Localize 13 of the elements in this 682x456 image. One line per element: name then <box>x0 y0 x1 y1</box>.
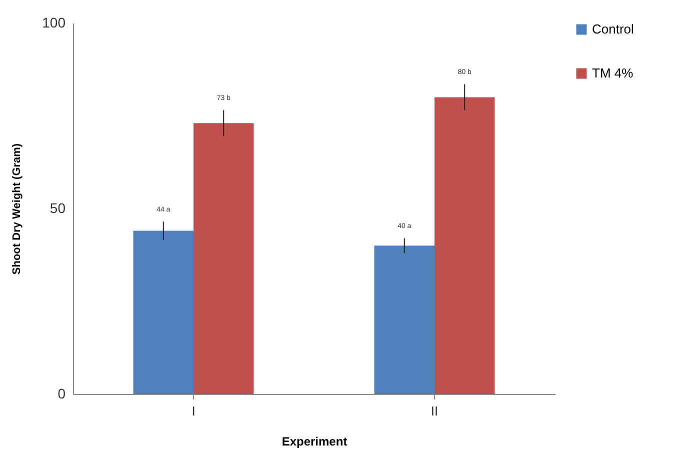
bar <box>434 97 495 394</box>
y-axis-title: Shoot Dry Weight (Gram) <box>11 143 24 275</box>
bar <box>374 246 434 394</box>
bar <box>194 123 254 394</box>
y-tick-label: 50 <box>50 200 66 216</box>
x-tick-label: II <box>430 404 438 418</box>
bar <box>133 230 194 394</box>
x-axis-title: Experiment <box>282 434 348 448</box>
legend-label: TM 4% <box>592 66 634 80</box>
x-tick-label: I <box>192 404 196 418</box>
y-tick-label: 0 <box>58 386 66 402</box>
y-tick-label: 100 <box>42 14 66 30</box>
legend-label: Control <box>592 22 634 36</box>
